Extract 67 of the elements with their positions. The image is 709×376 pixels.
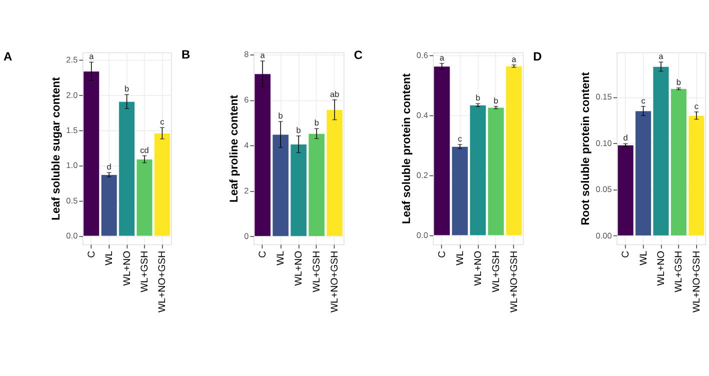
annotation: b [676, 78, 682, 87]
annotation: a [260, 50, 266, 60]
x-tick-label: WL [454, 250, 466, 266]
annotation: a [89, 52, 94, 62]
y-axis-title: Leaf soluble protein content [400, 73, 413, 224]
y-tick-label: 0.4 [416, 110, 428, 120]
x-tick-label: C [436, 250, 448, 258]
annotation: b [124, 84, 130, 94]
y-tick-label: 0.05 [596, 185, 612, 194]
y-tick-label: 0.0 [416, 231, 428, 240]
y-tick-label: 0.6 [416, 50, 428, 60]
x-tick-label: WL [104, 250, 116, 266]
x-tick-label: C [258, 250, 269, 258]
y-tick-label: 0.10 [596, 138, 612, 148]
x-tick-label: WL+NO [122, 250, 133, 286]
x-tick-label: WL+GSH [140, 250, 150, 292]
y-tick-label: 1.0 [66, 161, 78, 170]
annotation: b [278, 112, 284, 121]
x-tick-label: WL+GSH [674, 250, 685, 292]
y-tick-label: 2 [244, 186, 250, 196]
x-tick-label: WL+NO+GSH [691, 250, 702, 313]
x-tick-label: WL+NO [656, 250, 667, 286]
x-tick-label: C [620, 250, 632, 258]
y-tick-label: 2.0 [66, 90, 78, 100]
y-tick-label: 0.00 [596, 231, 612, 240]
y-axis-title: Leaf soluble sugar content [50, 76, 62, 220]
y-tick-label: 8 [244, 50, 250, 60]
x-tick-label: C [86, 250, 98, 258]
y-tick-label: 6 [244, 96, 250, 105]
annotation: ab [330, 90, 340, 99]
chart-title: D [533, 50, 542, 64]
x-tick-label: WL+GSH [490, 250, 502, 292]
x-tick-label: WL+NO+GSH [157, 250, 168, 313]
annotation: a [440, 53, 445, 62]
y-tick-label: 0.0 [66, 232, 78, 241]
annotation: cd [140, 146, 150, 155]
x-tick-label: WL+NO+GSH [330, 250, 341, 313]
annotation: c [641, 96, 646, 106]
annotation: b [476, 94, 481, 103]
annotation: a [512, 54, 517, 64]
x-tick-label: WL [638, 250, 650, 266]
x-tick-label: WL+GSH [312, 250, 323, 292]
x-tick-label: WL [276, 250, 287, 266]
annotation: c [160, 118, 164, 127]
x-tick-label: WL+NO [472, 250, 484, 286]
annotation: b [494, 96, 499, 106]
chart-title: C [354, 48, 363, 62]
x-tick-label: WL+NO+GSH [508, 250, 520, 313]
annotation: c [458, 134, 462, 144]
y-tick-label: 0.5 [66, 196, 78, 206]
annotation: c [694, 102, 698, 111]
y-axis-title: Leaf proline content [228, 94, 240, 202]
annotation: d [623, 134, 628, 143]
y-axis-title: Root soluble protein content [580, 72, 592, 226]
y-tick-label: 1.5 [66, 126, 78, 136]
y-tick-label: 0.2 [416, 171, 428, 180]
annotation: b [296, 126, 302, 135]
x-tick-label: WL+NO [294, 250, 305, 286]
annotation: a [658, 52, 664, 62]
annotation: d [106, 162, 112, 172]
y-tick-label: 2.5 [66, 56, 78, 65]
annotation: b [314, 118, 320, 128]
y-tick-label: 0 [244, 232, 250, 241]
chart-title: B [181, 47, 190, 62]
chart-title: A [4, 50, 13, 64]
y-tick-label: 4 [244, 141, 250, 150]
y-tick-label: 0.15 [596, 92, 612, 102]
